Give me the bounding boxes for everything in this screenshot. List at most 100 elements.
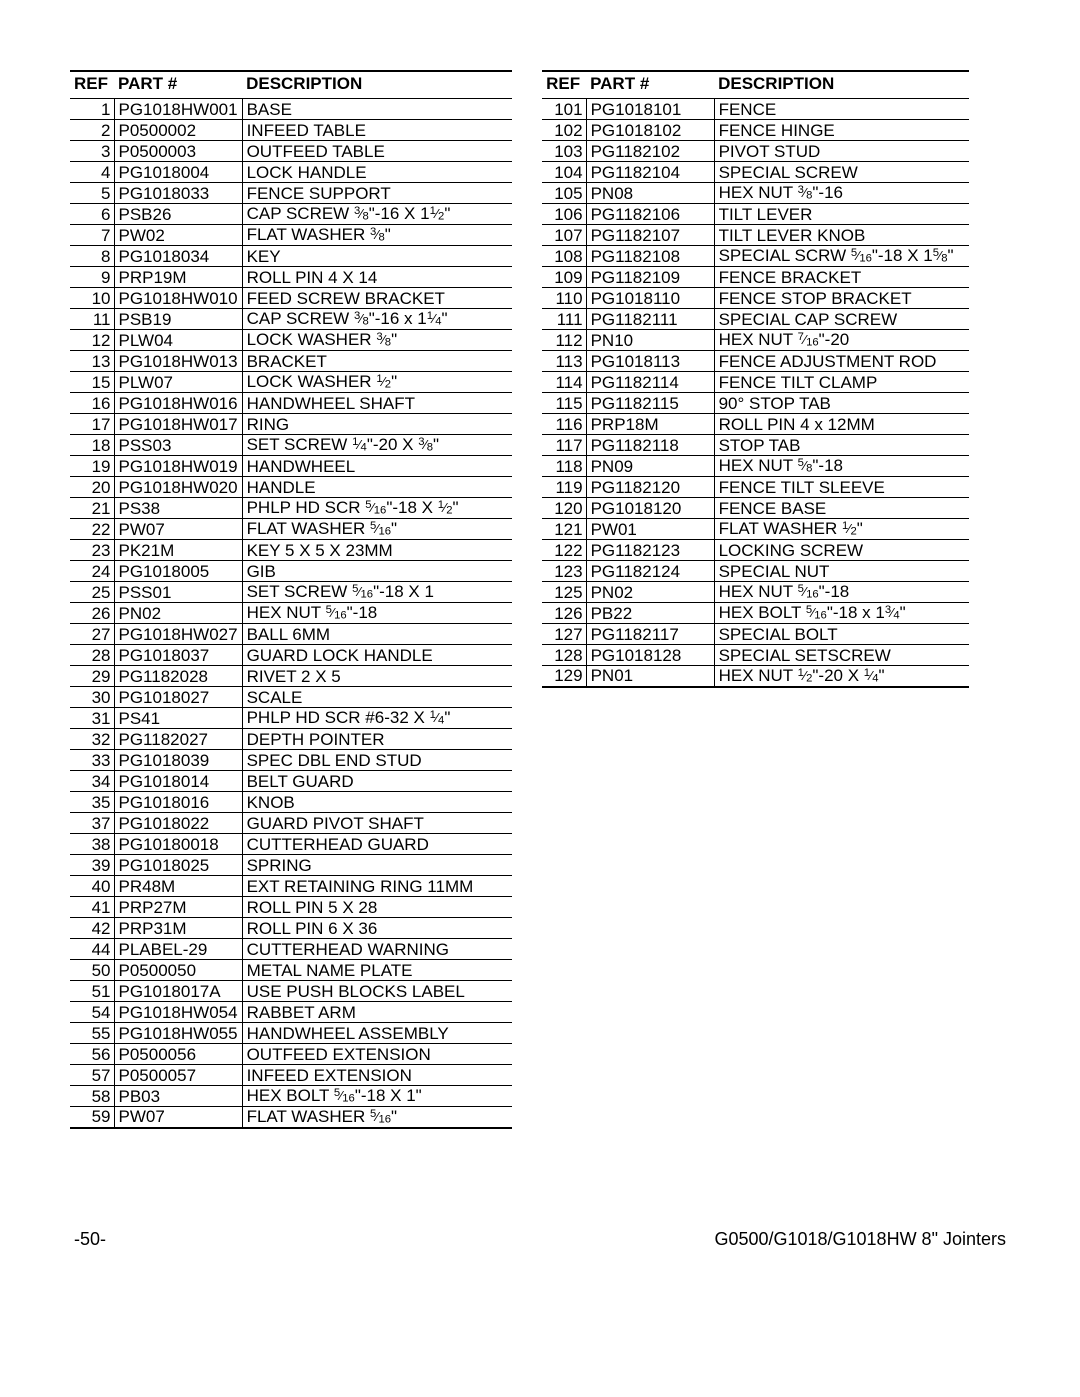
ref-cell: 33	[70, 750, 114, 771]
part-cell: PG1182120	[586, 477, 714, 498]
ref-cell: 3	[70, 141, 114, 162]
ref-cell: 4	[70, 162, 114, 183]
part-cell: PG1182106	[586, 204, 714, 225]
ref-cell: 57	[70, 1065, 114, 1086]
part-cell: PSB19	[114, 309, 242, 330]
part-cell: PSS03	[114, 435, 242, 456]
ref-cell: 44	[70, 939, 114, 960]
part-cell: PG1018033	[114, 183, 242, 204]
table-row: 11PSB19CAP SCREW 3⁄8"-16 x 11⁄4"	[70, 309, 512, 330]
part-cell: PG1182104	[586, 162, 714, 183]
ref-cell: 112	[542, 330, 586, 351]
ref-cell: 2	[70, 120, 114, 141]
desc-cell: FLAT WASHER 3⁄8"	[242, 225, 512, 246]
part-cell: PW02	[114, 225, 242, 246]
table-row: 54PG1018HW054RABBET ARM	[70, 1002, 512, 1023]
desc-cell: CAP SCREW 3⁄8"-16 X 11⁄2"	[242, 204, 512, 225]
part-cell: PRP27M	[114, 897, 242, 918]
desc-cell: TILT LEVER	[714, 204, 969, 225]
part-cell: PN10	[586, 330, 714, 351]
ref-cell: 59	[70, 1107, 114, 1128]
table-row: 22PW07FLAT WASHER 5⁄16"	[70, 519, 512, 540]
desc-cell: FENCE TILT SLEEVE	[714, 477, 969, 498]
table-row: 26PN02HEX NUT 5⁄16"-18	[70, 603, 512, 624]
desc-cell: SPEC DBL END STUD	[242, 750, 512, 771]
ref-cell: 58	[70, 1086, 114, 1107]
col-part-header: PART #	[114, 71, 242, 99]
ref-cell: 30	[70, 687, 114, 708]
col-desc-header: DESCRIPTION	[242, 71, 512, 99]
table-row: 32PG1182027DEPTH POINTER	[70, 729, 512, 750]
part-cell: P0500003	[114, 141, 242, 162]
ref-cell: 113	[542, 351, 586, 372]
table-row: 120PG1018120FENCE BASE	[542, 498, 969, 519]
ref-cell: 6	[70, 204, 114, 225]
desc-cell: TILT LEVER KNOB	[714, 225, 969, 246]
part-cell: PG1018113	[586, 351, 714, 372]
desc-cell: FLAT WASHER 5⁄16"	[242, 519, 512, 540]
table-row: 121PW01FLAT WASHER 1⁄2"	[542, 519, 969, 540]
table-row: 30PG1018027SCALE	[70, 687, 512, 708]
part-cell: PG1018HW019	[114, 456, 242, 477]
part-cell: PLW07	[114, 372, 242, 393]
ref-cell: 20	[70, 477, 114, 498]
part-cell: P0500002	[114, 120, 242, 141]
table-row: 104PG1182104SPECIAL SCREW	[542, 162, 969, 183]
desc-cell: HANDLE	[242, 477, 512, 498]
ref-cell: 41	[70, 897, 114, 918]
part-cell: PRP19M	[114, 267, 242, 288]
ref-cell: 56	[70, 1044, 114, 1065]
desc-cell: KEY 5 X 5 X 23MM	[242, 540, 512, 561]
part-cell: PLABEL-29	[114, 939, 242, 960]
ref-cell: 8	[70, 246, 114, 267]
table-row: 55PG1018HW055HANDWHEEL ASSEMBLY	[70, 1023, 512, 1044]
desc-cell: FENCE BRACKET	[714, 267, 969, 288]
parts-list-page: REF PART # DESCRIPTION 1PG1018HW001BASE2…	[0, 0, 1080, 1290]
table-row: 50P0500050METAL NAME PLATE	[70, 960, 512, 981]
table-row: 24PG1018005GIB	[70, 561, 512, 582]
table-row: 44PLABEL-29CUTTERHEAD WARNING	[70, 939, 512, 960]
ref-cell: 118	[542, 456, 586, 477]
ref-cell: 15	[70, 372, 114, 393]
desc-cell: FLAT WASHER 5⁄16"	[242, 1107, 512, 1128]
ref-cell: 109	[542, 267, 586, 288]
table-row: 127PG1182117SPECIAL BOLT	[542, 624, 969, 645]
document-title: G0500/G1018/G1018HW 8" Jointers	[714, 1229, 1006, 1250]
part-cell: PG1182123	[586, 540, 714, 561]
ref-cell: 26	[70, 603, 114, 624]
ref-cell: 24	[70, 561, 114, 582]
table-row: 110PG1018110FENCE STOP BRACKET	[542, 288, 969, 309]
table-row: 56P0500056OUTFEED EXTENSION	[70, 1044, 512, 1065]
ref-cell: 107	[542, 225, 586, 246]
ref-cell: 125	[542, 582, 586, 603]
desc-cell: PHLP HD SCR 5⁄16"-18 X 1⁄2"	[242, 498, 512, 519]
desc-cell: SPECIAL SETSCREW	[714, 645, 969, 666]
desc-cell: OUTFEED TABLE	[242, 141, 512, 162]
table-row: 16PG1018HW016HANDWHEEL SHAFT	[70, 393, 512, 414]
part-cell: PW01	[586, 519, 714, 540]
desc-cell: HEX BOLT 5⁄16"-18 x 13⁄4"	[714, 603, 969, 624]
part-cell: PG1018017A	[114, 981, 242, 1002]
part-cell: PG1018004	[114, 162, 242, 183]
ref-cell: 115	[542, 393, 586, 414]
part-cell: PG1018HW017	[114, 414, 242, 435]
ref-cell: 12	[70, 330, 114, 351]
part-cell: PG1018HW013	[114, 351, 242, 372]
desc-cell: SPECIAL BOLT	[714, 624, 969, 645]
ref-cell: 54	[70, 1002, 114, 1023]
table-row: 129PN01HEX NUT 1⁄2"-20 X 1⁄4"	[542, 666, 969, 687]
part-cell: PG1018022	[114, 813, 242, 834]
table-row: 40PR48MEXT RETAINING RING 11MM	[70, 876, 512, 897]
part-cell: PN02	[114, 603, 242, 624]
table-row: 28PG1018037GUARD LOCK HANDLE	[70, 645, 512, 666]
desc-cell: HANDWHEEL SHAFT	[242, 393, 512, 414]
desc-cell: BALL 6MM	[242, 624, 512, 645]
desc-cell: FENCE STOP BRACKET	[714, 288, 969, 309]
desc-cell: SCALE	[242, 687, 512, 708]
table-row: 10PG1018HW010FEED SCREW BRACKET	[70, 288, 512, 309]
table-row: 13PG1018HW013BRACKET	[70, 351, 512, 372]
part-cell: PG1182114	[586, 372, 714, 393]
table-row: 106PG1182106TILT LEVER	[542, 204, 969, 225]
desc-cell: KNOB	[242, 792, 512, 813]
desc-cell: DEPTH POINTER	[242, 729, 512, 750]
